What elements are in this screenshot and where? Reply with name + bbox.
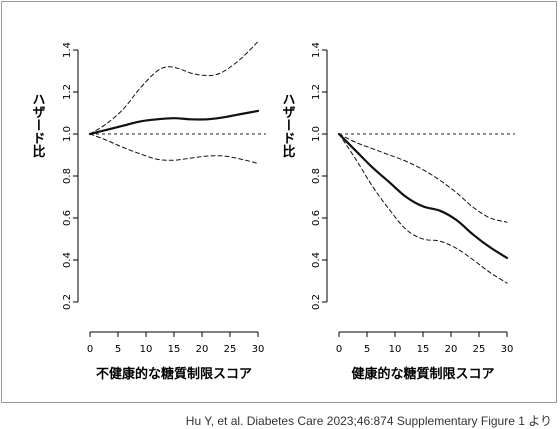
panel-1-y-axis-label: ハザード比 bbox=[30, 93, 46, 159]
panel-2-x-tick-label: 20 bbox=[445, 344, 458, 355]
panel-1-x-tick-label: 25 bbox=[224, 344, 237, 355]
panel-2-hazard-ratio-line bbox=[337, 132, 509, 259]
panel-2-y-tick-label: 0.4 bbox=[311, 252, 322, 268]
panel-1-y-tick-label: 1.0 bbox=[62, 126, 73, 142]
panel-1-y-tick-label: 0.8 bbox=[62, 168, 73, 184]
figure-frame bbox=[1, 1, 557, 403]
panel-2-x-tick-label: 30 bbox=[501, 344, 514, 355]
panel-2-y-tick-label: 1.2 bbox=[311, 84, 322, 100]
panel-2-y-tick-label: 0.8 bbox=[311, 168, 322, 184]
panel-2-x-tick-label: 0 bbox=[336, 344, 342, 355]
panel-2-y-tick-label: 1.0 bbox=[311, 126, 322, 142]
source-citation: Hu Y, et al. Diabetes Care 2023;46:874 S… bbox=[185, 414, 552, 428]
panel-1-ci-line-2 bbox=[89, 133, 259, 164]
panel-1-y-tick-label: 0.6 bbox=[62, 210, 73, 226]
panel-1-x-tick-label: 10 bbox=[140, 344, 153, 355]
panel-2-x-tick-label: 5 bbox=[364, 344, 370, 355]
panel-2-y-axis-label: ハザード比 bbox=[280, 93, 296, 159]
panel-2-x-tick-label: 25 bbox=[473, 344, 486, 355]
panel-1-ci-line-1 bbox=[89, 41, 259, 135]
panel-1-x-tick-label: 20 bbox=[196, 344, 209, 355]
panel-2-x-tick-label: 15 bbox=[417, 344, 430, 355]
panel-1-x-tick-label: 5 bbox=[115, 344, 121, 355]
panel-2-x-axis-label: 健康的な糖質制限スコア bbox=[351, 366, 494, 382]
panel-2-ci-line-1 bbox=[338, 133, 508, 223]
panel-1-hazard-ratio-line bbox=[88, 109, 260, 136]
panel-1-y-tick-label: 0.4 bbox=[62, 252, 73, 268]
panel-1-y-tick-label: 1.4 bbox=[62, 42, 73, 58]
panel-2-ci-line-2 bbox=[338, 133, 508, 284]
panel-1-y-tick-label: 0.2 bbox=[62, 294, 73, 310]
panel-2-y-tick-label: 0.2 bbox=[311, 294, 322, 310]
panel-2-y-tick-label: 1.4 bbox=[311, 42, 322, 58]
panel-2-y-tick-label: 0.6 bbox=[311, 210, 322, 226]
panel-1-x-tick-label: 30 bbox=[252, 344, 265, 355]
panel-1-x-tick-label: 0 bbox=[87, 344, 93, 355]
panel-1-y-tick-label: 1.2 bbox=[62, 84, 73, 100]
panel-2-x-tick-label: 10 bbox=[389, 344, 402, 355]
panel-1-x-axis-label: 不健康的な糖質制限スコア bbox=[96, 366, 252, 382]
panel-1-x-tick-label: 15 bbox=[168, 344, 181, 355]
